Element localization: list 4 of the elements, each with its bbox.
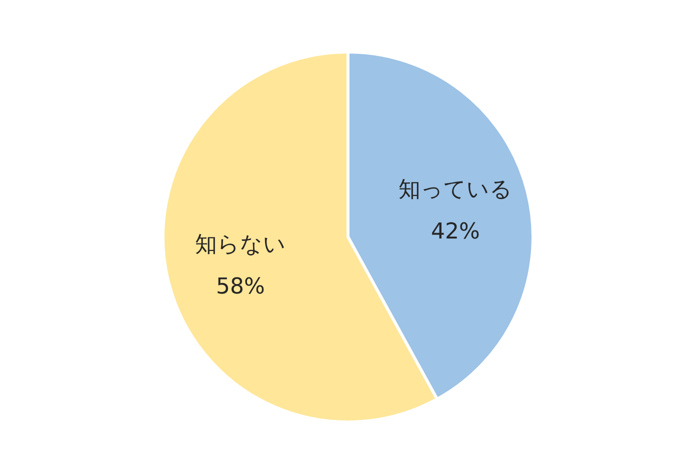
data-label: 42%: [431, 219, 480, 244]
slice-label: 知っている: [398, 177, 513, 202]
slice-label: 知らない: [194, 232, 286, 258]
data-label: 58%: [216, 274, 265, 300]
